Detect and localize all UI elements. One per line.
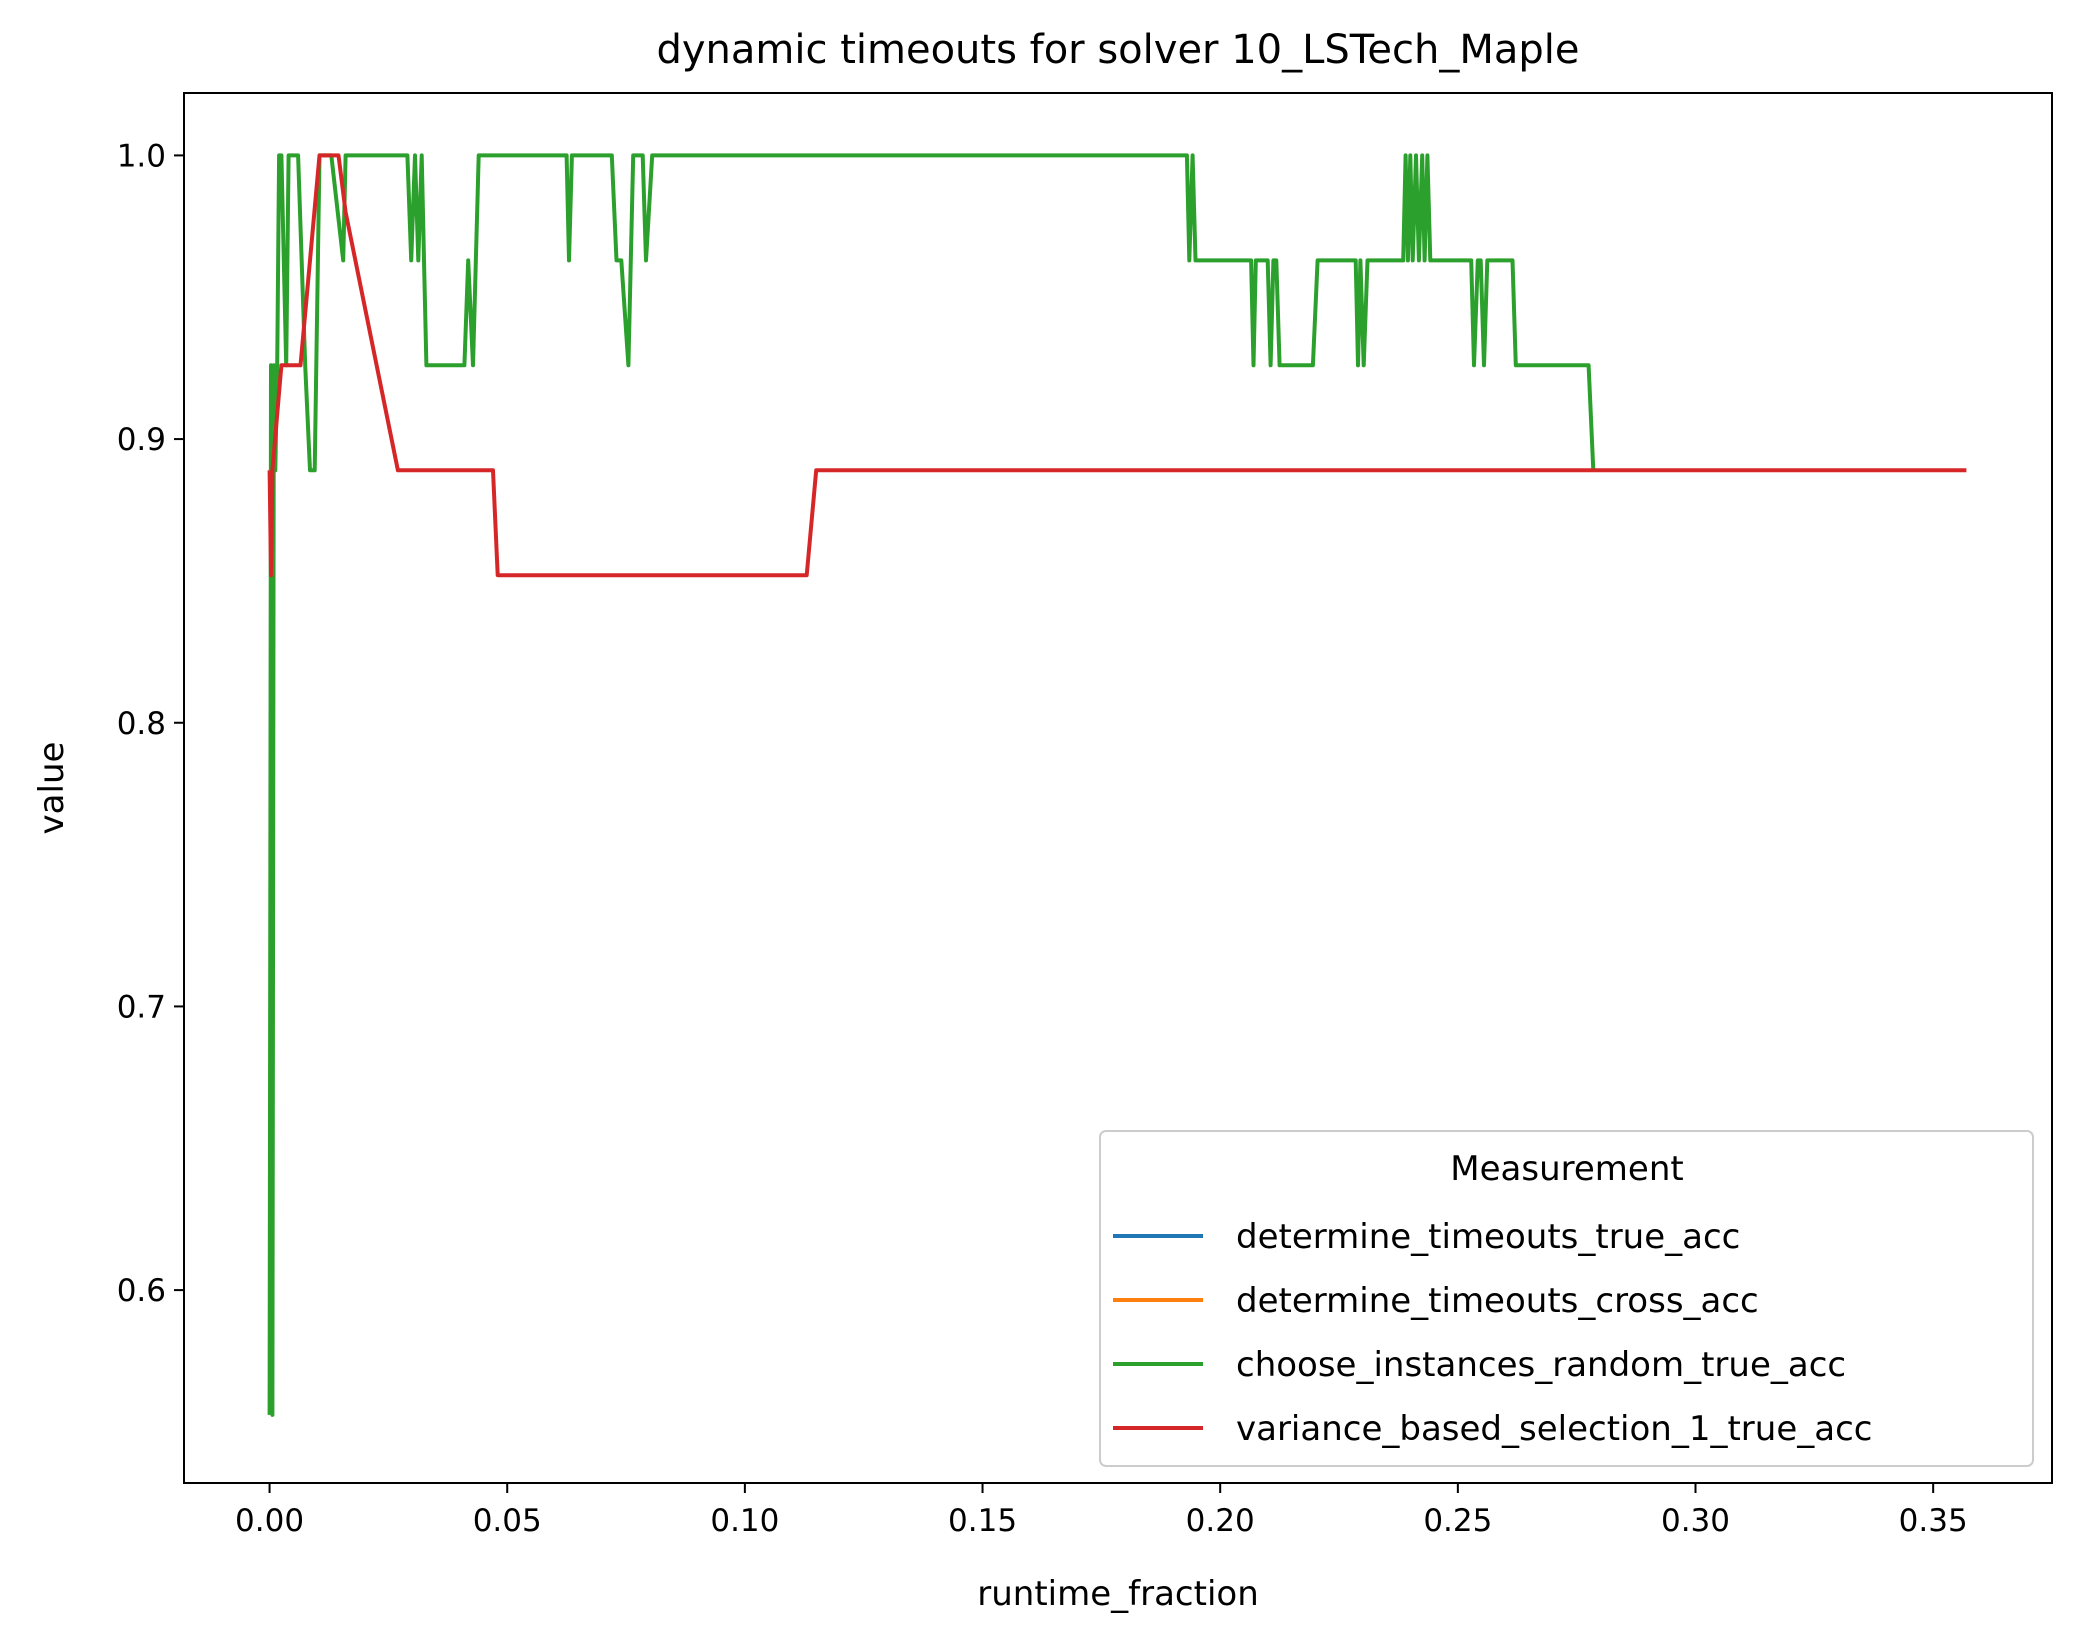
legend-title: Measurement	[1450, 1149, 1683, 1189]
legend-entries: determine_timeouts_true_acc determine_tim…	[1113, 1217, 1872, 1449]
x-tick-label: 0.35	[1899, 1503, 1968, 1539]
x-tick-label: 0.20	[1186, 1503, 1255, 1539]
x-tick-label: 0.30	[1661, 1503, 1730, 1539]
y-tick-label: 1.0	[117, 138, 166, 174]
legend-label-determine-timeouts-true-acc: determine_timeouts_true_acc	[1236, 1217, 1740, 1257]
legend-label-variance-based-selection-1-true-acc: variance_based_selection_1_true_acc	[1236, 1409, 1872, 1449]
y-axis-label: value	[32, 742, 72, 835]
y-tick-label: 0.7	[117, 989, 166, 1025]
legend-label-determine-timeouts-cross-acc: determine_timeouts_cross_acc	[1236, 1281, 1759, 1321]
x-axis-label: runtime_fraction	[977, 1574, 1259, 1614]
y-tick-label: 0.9	[117, 422, 166, 458]
x-tick-label: 0.05	[473, 1503, 542, 1539]
legend-box	[1099, 1130, 2034, 1467]
series-layer	[267, 153, 1967, 1417]
legend: Measurement determine_timeouts_true_accd…	[1099, 1130, 2034, 1467]
legend-label-choose-instances-random-true-acc: choose_instances_random_true_acc	[1236, 1345, 1846, 1385]
y-tick-label: 0.6	[117, 1273, 166, 1309]
x-axis: 0.00 0.05 0.10 0.15 0.20 0.25 0.30 0.35	[235, 1483, 1968, 1539]
plot-area-frame	[183, 92, 2053, 1484]
x-tick-label: 0.00	[235, 1503, 304, 1539]
y-axis: 0.6 0.7 0.8 0.9 1.0	[117, 138, 184, 1309]
series-line-variance-based-selection-1-true-acc	[267, 153, 1967, 578]
x-tick-label: 0.10	[710, 1503, 779, 1539]
y-tick-label: 0.8	[117, 706, 166, 742]
x-tick-label: 0.15	[948, 1503, 1017, 1539]
x-tick-label: 0.25	[1423, 1503, 1492, 1539]
chart-title: dynamic timeouts for solver 10_LSTech_Ma…	[656, 27, 1579, 73]
